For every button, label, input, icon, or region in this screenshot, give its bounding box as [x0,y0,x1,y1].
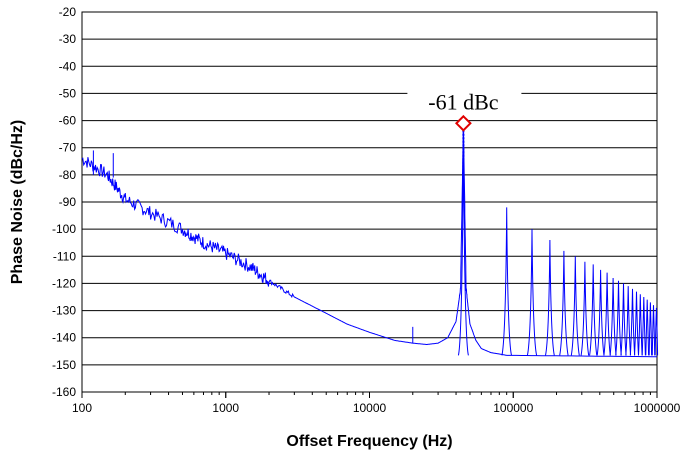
x-axis-title: Offset Frequency (Hz) [286,433,452,450]
y-tick-labels: -20 -30 -40 -50 -60 -70 -80 -90 -100 -110 -120 -130… [52,5,76,399]
x-minor-ticks [81,392,658,398]
spur-line [596,269,605,356]
spur-line [559,250,569,356]
spur-line [645,299,650,356]
y-tick-label: -90 [59,195,77,209]
y-axis-title: Phase Noise (dBc/Hz) [9,120,26,284]
y-tick-label: -70 [59,141,77,155]
annotation-group: -61 dBc [407,86,522,181]
y-tick-label: -60 [59,114,77,128]
spur-line [501,207,512,356]
y-tick-label: -110 [53,249,76,263]
phase-noise-series-line [81,121,657,358]
spur-line [625,286,632,356]
spur-line [580,261,590,356]
grid-lines [82,11,657,393]
x-tick-labels: 100 1000 10000 100000 1000000 [72,401,681,415]
spur-line [570,256,580,356]
spur-line [615,280,622,356]
x-tick-label: 1000 [212,401,239,415]
spur-line [634,291,639,356]
plot-frame [81,11,658,393]
spur-line [603,272,611,356]
x-tick-label: 10000 [353,401,387,415]
spur-line [648,302,653,356]
y-tick-label: -140 [52,331,76,345]
x-tick-label: 100000 [493,401,533,415]
y-tick-label: -30 [59,32,77,46]
spur-line [589,264,598,356]
spur-line [457,123,469,356]
y-tick-label: -80 [59,168,77,182]
spur-line [654,307,659,356]
y-tick-label: -100 [52,222,76,236]
spur-line [641,296,646,356]
spur-line [620,283,627,356]
y-tick-label: -120 [52,276,76,290]
annotation-label: -61 dBc [428,89,499,114]
spur-line [629,288,636,356]
annotation-background [407,86,522,115]
x-tick-label: 100 [72,401,92,415]
spur-line [638,294,643,356]
y-tick-label: -40 [59,59,77,73]
y-tick-label: -20 [59,5,77,19]
x-tick-label: 1000000 [634,401,681,415]
y-tick-label: -160 [52,385,76,399]
small-spurs [92,150,414,344]
spur-line [545,239,555,356]
spur-line [526,229,538,356]
spur-line [609,277,617,356]
y-tick-label: -50 [59,86,77,100]
spur-lines [457,123,659,356]
plot-area [81,121,659,358]
y-tick-label: -150 [52,358,76,372]
annotation-diamond-marker [454,114,472,132]
y-tick-label: -130 [52,304,76,318]
spur-line [651,305,656,356]
